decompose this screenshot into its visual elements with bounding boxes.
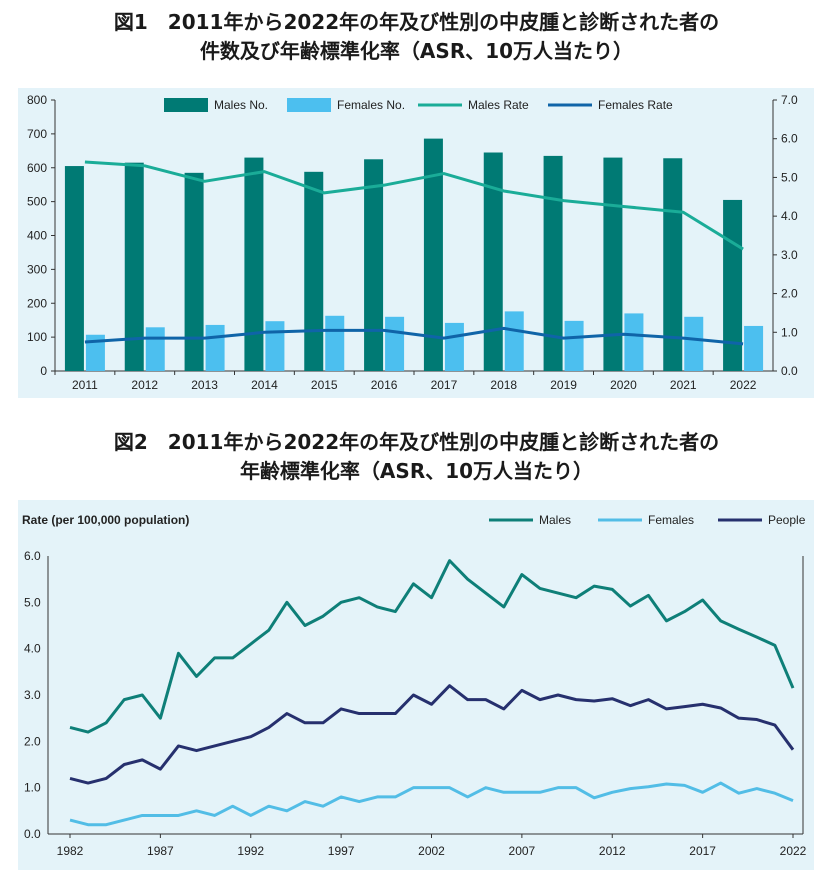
figure1-legend-swatch-0 [164, 98, 208, 112]
figure1-right-tick-label: 1.0 [781, 325, 798, 339]
figure2-x-tick-label: 1997 [328, 844, 355, 858]
figure2-background [18, 500, 814, 870]
figure1-right-tick-label: 5.0 [781, 170, 798, 184]
figure2-y-tick-label: 0.0 [24, 827, 41, 841]
figure2-y-tick-label: 1.0 [24, 781, 41, 795]
figure1-right-tick-label: 2.0 [781, 287, 798, 301]
figure1-left-tick-label: 400 [27, 229, 47, 243]
figure2-x-tick-label: 2022 [780, 844, 807, 858]
figure2-x-tick-label: 2017 [689, 844, 716, 858]
figure1-bar-males-2015 [304, 171, 324, 371]
figure2-title: 図2 2011年から2022年の年及び性別の中皮腫と診断された者の 年齢標準化率… [0, 428, 833, 486]
figure1-bar-females-2012 [145, 327, 165, 371]
figure1-bar-males-2018 [483, 152, 503, 371]
figure1-x-tick-label: 2012 [131, 378, 158, 392]
figure1-right-tick-label: 7.0 [781, 93, 798, 107]
figure2-y-tick-label: 6.0 [24, 549, 41, 563]
figure1-x-tick-label: 2014 [251, 378, 278, 392]
figure1-right-tick-label: 4.0 [781, 209, 798, 223]
figure1-bar-males-2012 [124, 162, 144, 371]
figure1-right-tick-label: 0.0 [781, 364, 798, 378]
figure1-x-tick-label: 2020 [610, 378, 637, 392]
figure1-title-line1: 図1 2011年から2022年の年及び性別の中皮腫と診断された者の [113, 10, 720, 34]
figure1-bar-females-2017 [444, 322, 464, 371]
figure2-y-tick-label: 4.0 [24, 642, 41, 656]
figure1-legend-swatch-1 [287, 98, 331, 112]
figure1-right-tick-label: 3.0 [781, 248, 798, 262]
figure2-x-tick-label: 1992 [237, 844, 264, 858]
figure2-y-tick-label: 5.0 [24, 595, 41, 609]
figure1-bar-males-2022 [723, 199, 743, 371]
figure1-left-tick-label: 200 [27, 296, 47, 310]
figure1-x-tick-label: 2015 [311, 378, 338, 392]
figure1-title: 図1 2011年から2022年の年及び性別の中皮腫と診断された者の 件数及び年齢… [0, 8, 833, 66]
figure2-x-tick-label: 1982 [57, 844, 84, 858]
figure1-bar-females-2015 [325, 315, 345, 371]
figure2-line-males [69, 559, 795, 734]
figure1-bar-females-2021 [684, 316, 704, 371]
figure1-left-tick-label: 100 [27, 330, 47, 344]
figure1-bar-females-2016 [385, 316, 405, 371]
figure1-bar-males-2020 [603, 157, 623, 371]
figure1-bar-females-2014 [265, 321, 285, 371]
figure1-left-tick-label: 700 [27, 127, 47, 141]
figure2-x-tick-label: 1987 [147, 844, 174, 858]
figure2-y-tick-label: 3.0 [24, 688, 41, 702]
figure2-y-axis-label: Rate (per 100,000 population) [22, 513, 189, 527]
figure1-legend-label-3: Females Rate [598, 98, 673, 112]
figure1-bar-males-2017 [423, 138, 443, 371]
figure2-title-line2: 年齢標準化率（ASR、10万人当たり） [239, 459, 594, 483]
figure1-left-tick-label: 800 [27, 93, 47, 107]
figure1-chart: 0 100 200 300 400 500 600 700 800 0.0 1.0 2.0 3.0 4.0… [18, 88, 814, 398]
figure2-line-females [69, 781, 794, 827]
figure1-x-tick-label: 2011 [72, 378, 98, 392]
figure1-bar-males-2016 [364, 159, 384, 371]
figure1-legend-label-1: Females No. [337, 98, 405, 112]
figure1-x-tick-label: 2016 [371, 378, 398, 392]
figure1-line-females-rate [84, 326, 744, 346]
figure2-legend-label-people: People [768, 513, 806, 527]
figure1-left-tick-label: 500 [27, 195, 47, 209]
figure1-bar-females-2019 [564, 320, 584, 371]
figure2-y-tick-label: 2.0 [24, 734, 41, 748]
figure1-x-tick-label: 2013 [191, 378, 218, 392]
figure2-x-tick-label: 2007 [509, 844, 536, 858]
figure1-bar-females-2022 [744, 325, 764, 371]
figure1-line-males-rate [84, 160, 744, 251]
figure1-x-tick-label: 2019 [550, 378, 577, 392]
figure1-bar-females-2020 [624, 313, 644, 371]
figure1-title-line2: 件数及び年齢標準化率（ASR、10万人当たり） [199, 39, 634, 63]
figure1-bar-males-2019 [543, 155, 563, 371]
figure1-x-tick-label: 2018 [490, 378, 517, 392]
figure1-x-tick-label: 2021 [670, 378, 697, 392]
figure2-x-tick-label: 2012 [599, 844, 626, 858]
figure1-bar-males-2013 [184, 172, 204, 371]
figure1-left-tick-label: 600 [27, 161, 47, 175]
figure1-legend-label-2: Males Rate [468, 98, 529, 112]
figure1-bar-females-2011 [85, 334, 105, 371]
figure1-bar-males-2011 [64, 166, 84, 371]
figure1-x-tick-label: 2022 [730, 378, 757, 392]
figure2-line-people [69, 684, 795, 785]
figure2-x-tick-label: 2002 [418, 844, 445, 858]
figure2-legend-label-females: Females [648, 513, 694, 527]
figure1-legend-label-0: Males No. [214, 98, 268, 112]
figure1-bar-males-2014 [244, 157, 264, 371]
figure1-x-tick-label: 2017 [431, 378, 458, 392]
figure2-chart: Rate (per 100,000 population) 0.0 1.0 2.0 3.… [18, 500, 814, 870]
figure1-bar-females-2018 [504, 311, 524, 371]
figure1-left-tick-label: 0 [40, 364, 47, 378]
figure2-legend-label-males: Males [539, 513, 571, 527]
figure1-bar-females-2013 [205, 324, 225, 371]
figure2-title-line1: 図2 2011年から2022年の年及び性別の中皮腫と診断された者の [113, 430, 720, 454]
figure1-left-tick-label: 300 [27, 262, 47, 276]
figure1-right-tick-label: 6.0 [781, 132, 798, 146]
